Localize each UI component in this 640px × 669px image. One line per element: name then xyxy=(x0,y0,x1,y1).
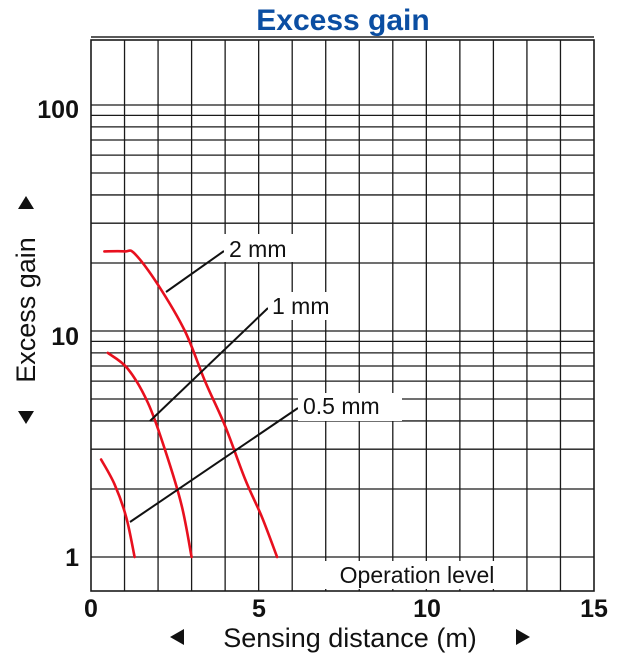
series-line-1-mm xyxy=(106,351,193,559)
arrow-left-icon xyxy=(170,629,184,645)
x-tick-label: 5 xyxy=(252,595,266,623)
y-tick-label: 100 xyxy=(37,96,79,124)
x-tick-label: 0 xyxy=(84,595,98,623)
chart-title: Excess gain xyxy=(256,4,429,37)
arrow-left-icon xyxy=(18,411,34,424)
label-bg-0-5mm xyxy=(298,393,402,421)
label-1mm: 1 mm xyxy=(272,293,330,319)
label-operation-level: Operation level xyxy=(340,562,495,588)
x-tick-labels: 0 5 10 15 xyxy=(84,595,608,623)
x-tick-label: 10 xyxy=(413,595,441,623)
arrow-right-icon xyxy=(516,629,530,645)
y-axis-label: Excess gain xyxy=(11,237,41,383)
leader-line-1mm xyxy=(149,307,269,422)
y-tick-label: 10 xyxy=(51,323,79,351)
arrow-right-icon xyxy=(18,196,34,209)
x-tick-label: 15 xyxy=(580,595,608,623)
label-2mm: 2 mm xyxy=(229,236,287,262)
label-0-5mm: 0.5 mm xyxy=(303,393,380,419)
x-axis-label: Sensing distance (m) xyxy=(223,623,477,653)
x-axis-label-group: Sensing distance (m) xyxy=(170,623,530,653)
leader-line-2mm xyxy=(165,250,225,293)
annotations: 2 mm 1 mm 0.5 mm Operation level xyxy=(129,234,512,589)
y-axis-label-group: Excess gain xyxy=(11,196,41,424)
label-bg-operation-level xyxy=(322,561,512,589)
label-bg-2mm xyxy=(224,234,304,262)
series-line-2-mm xyxy=(103,249,279,559)
grid xyxy=(90,36,595,592)
curves xyxy=(99,249,279,559)
y-tick-label: 1 xyxy=(65,544,79,572)
y-tick-labels: 1 10 100 xyxy=(37,96,79,572)
plot-frame xyxy=(90,39,595,592)
series-line-0-5-mm xyxy=(99,458,136,559)
leader-line-0-5mm xyxy=(129,407,299,523)
label-bg-1mm xyxy=(268,292,344,320)
